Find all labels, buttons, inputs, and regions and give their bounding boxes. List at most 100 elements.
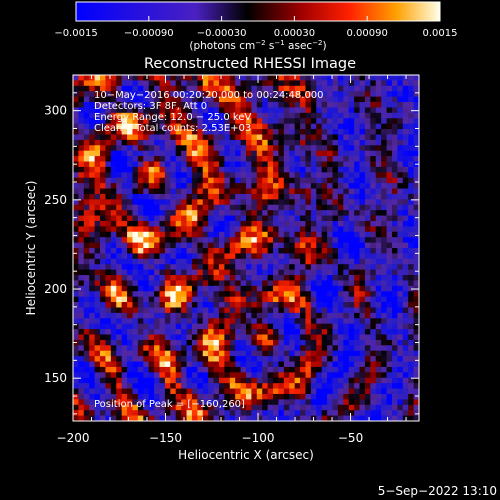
heatmap-cell	[348, 258, 355, 265]
heatmap-cell	[327, 193, 333, 200]
heatmap-cell	[337, 220, 344, 227]
heatmap-cell	[273, 383, 279, 389]
heatmap-cell	[100, 231, 106, 238]
heatmap-cell	[300, 383, 306, 389]
heatmap-cell	[110, 161, 117, 168]
heatmap-cell	[197, 361, 204, 368]
heatmap-cell	[413, 393, 419, 400]
heatmap-cell	[159, 361, 166, 368]
heatmap-cell	[181, 220, 187, 227]
heatmap-cell	[191, 318, 198, 325]
heatmap-cell	[100, 80, 106, 87]
heatmap-cell	[137, 231, 144, 238]
heatmap-cell	[354, 269, 360, 276]
heatmap-cell	[218, 350, 225, 357]
heatmap-cell	[218, 118, 225, 125]
heatmap-cell	[354, 129, 360, 135]
heatmap-cell	[240, 339, 247, 346]
heatmap-cell	[235, 85, 241, 92]
heatmap-cell	[213, 318, 220, 325]
heatmap-cell	[316, 345, 323, 352]
heatmap-cell	[94, 226, 101, 233]
x-tick-label: −50	[338, 431, 363, 445]
heatmap-cell	[137, 129, 144, 135]
heatmap-cell	[110, 334, 117, 341]
heatmap-cell	[413, 361, 419, 368]
heatmap-cell	[343, 183, 350, 189]
heatmap-cell	[408, 85, 414, 92]
heatmap-cell	[267, 112, 274, 119]
heatmap-cell	[100, 307, 106, 314]
heatmap-cell	[310, 356, 317, 362]
heatmap-cell	[267, 291, 274, 298]
heatmap-cell	[321, 383, 328, 389]
heatmap-cell	[289, 237, 296, 243]
heatmap-cell	[110, 85, 117, 92]
heatmap-cell	[310, 291, 317, 298]
heatmap-cell	[186, 161, 193, 168]
heatmap-cell	[175, 275, 182, 281]
heatmap-cell	[283, 156, 290, 162]
heatmap-cell	[218, 410, 225, 416]
heatmap-cell	[127, 226, 133, 233]
heatmap-cell	[218, 399, 225, 406]
heatmap-cell	[408, 253, 414, 260]
heatmap-cell	[218, 318, 225, 325]
heatmap-cell	[413, 318, 419, 325]
heatmap-cell	[251, 393, 258, 400]
heatmap-cell	[186, 356, 193, 362]
heatmap-cell	[186, 334, 193, 341]
heatmap-cell	[391, 161, 398, 168]
heatmap-cell	[175, 291, 182, 298]
heatmap-cell	[186, 339, 193, 346]
heatmap-cell	[278, 237, 285, 243]
heatmap-cell	[278, 404, 285, 411]
heatmap-cell	[262, 291, 269, 298]
heatmap-cell	[332, 220, 339, 227]
heatmap-cell	[208, 366, 214, 373]
heatmap-cell	[305, 215, 312, 222]
heatmap-cell	[386, 204, 393, 211]
heatmap-cell	[267, 248, 274, 254]
heatmap-cell	[213, 139, 220, 146]
heatmap-cell	[273, 91, 279, 98]
heatmap-cell	[143, 129, 150, 135]
heatmap-cell	[148, 410, 155, 416]
heatmap-cell	[213, 242, 220, 249]
heatmap-cell	[186, 366, 193, 373]
heatmap-cell	[256, 145, 263, 152]
heatmap-cell	[364, 377, 371, 384]
heatmap-cell	[175, 188, 182, 195]
heatmap-cell	[305, 399, 312, 406]
heatmap-cell	[294, 237, 301, 243]
heatmap-cell	[94, 188, 101, 195]
heatmap-cell	[278, 307, 285, 314]
heatmap-cell	[364, 129, 371, 135]
heatmap-cell	[73, 302, 79, 308]
heatmap-cell	[235, 123, 241, 130]
heatmap-cell	[89, 366, 96, 373]
heatmap-cell	[235, 129, 241, 135]
heatmap-cell	[110, 291, 117, 298]
heatmap-cell	[348, 231, 355, 238]
heatmap-cell	[191, 339, 198, 346]
heatmap-cell	[224, 96, 231, 103]
heatmap-cell	[354, 410, 360, 416]
heatmap-cell	[73, 134, 79, 141]
heatmap-cell	[73, 226, 79, 233]
heatmap-cell	[240, 242, 247, 249]
heatmap-cell	[89, 220, 96, 227]
heatmap-cell	[262, 258, 269, 265]
heatmap-cell	[256, 269, 263, 276]
heatmap-cell	[273, 415, 279, 421]
heatmap-cell	[289, 275, 296, 281]
heatmap-cell	[202, 107, 209, 114]
heatmap-cell	[332, 215, 339, 222]
heatmap-cell	[278, 75, 285, 81]
heatmap-cell	[408, 156, 414, 162]
heatmap-cell	[256, 193, 263, 200]
heatmap-cell	[343, 388, 350, 395]
heatmap-cell	[143, 356, 150, 362]
heatmap-cell	[273, 226, 279, 233]
heatmap-cell	[121, 204, 128, 211]
